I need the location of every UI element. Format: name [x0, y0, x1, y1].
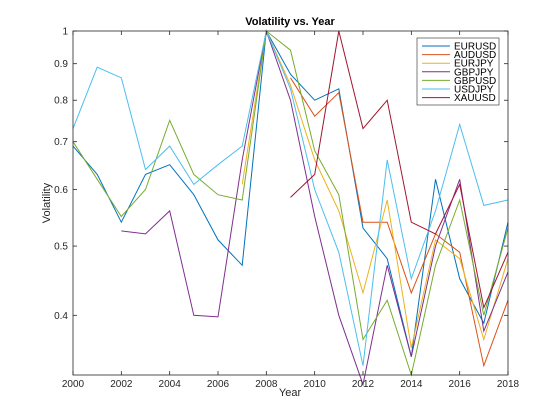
legend-label-gbpusd: GBPUSD	[454, 76, 496, 87]
series-layer	[72, 29, 509, 387]
y-tick-label: 0.7	[54, 137, 68, 148]
x-tick-label: 2000	[62, 379, 85, 390]
legend-label-gbpjpy: GBPJPY	[454, 67, 494, 78]
legend-label-eurjpy: EURJPY	[454, 59, 494, 70]
series-line-eurusd	[72, 29, 509, 357]
legend-label-audusd: AUDUSD	[454, 50, 496, 61]
series-line-gbpjpy	[121, 29, 509, 387]
legend-label-eurusd: EURUSD	[454, 42, 496, 53]
x-tick-label: 2010	[304, 379, 327, 390]
series-line-eurjpy	[241, 29, 509, 349]
x-axis-ticks: 2000 2002 2004 2006 2008 2010 2012 2014 2016 2018	[62, 31, 520, 390]
x-tick-label: 2014	[400, 379, 423, 390]
series-line-gbpusd	[72, 30, 509, 377]
y-axis-label: Volatility	[41, 182, 53, 223]
x-tick-label: 2016	[449, 379, 472, 390]
x-tick-label: 2002	[110, 379, 133, 390]
y-axis-ticks: 0.4 0.5 0.6 0.7 0.8 0.9 1	[54, 27, 508, 322]
x-tick-label: 2006	[207, 379, 230, 390]
chart-title: Volatility vs. Year	[245, 16, 335, 28]
x-tick-label: 2008	[255, 379, 278, 390]
y-tick-label: 0.9	[54, 59, 68, 70]
x-axis-label: Year	[279, 387, 302, 399]
y-tick-label: 0.8	[54, 96, 68, 107]
y-tick-label: 1	[62, 27, 68, 38]
y-tick-label: 0.4	[54, 311, 68, 322]
plot-frame	[72, 30, 509, 376]
x-tick-label: 2004	[159, 379, 182, 390]
series-line-usdjpy	[72, 29, 509, 366]
y-tick-label: 0.5	[54, 242, 68, 253]
series-line-xauusd	[290, 30, 509, 310]
legend: EURUSDAUDUSDEURJPYGBPJPYGBPUSDUSDJPYXAUU…	[416, 37, 500, 106]
x-tick-label: 2018	[497, 379, 520, 390]
legend-label-xauusd: XAUUSD	[454, 93, 496, 104]
y-tick-label: 0.6	[54, 185, 68, 196]
legend-label-usdjpy: USDJPY	[454, 85, 494, 96]
x-tick-label: 2012	[352, 379, 375, 390]
